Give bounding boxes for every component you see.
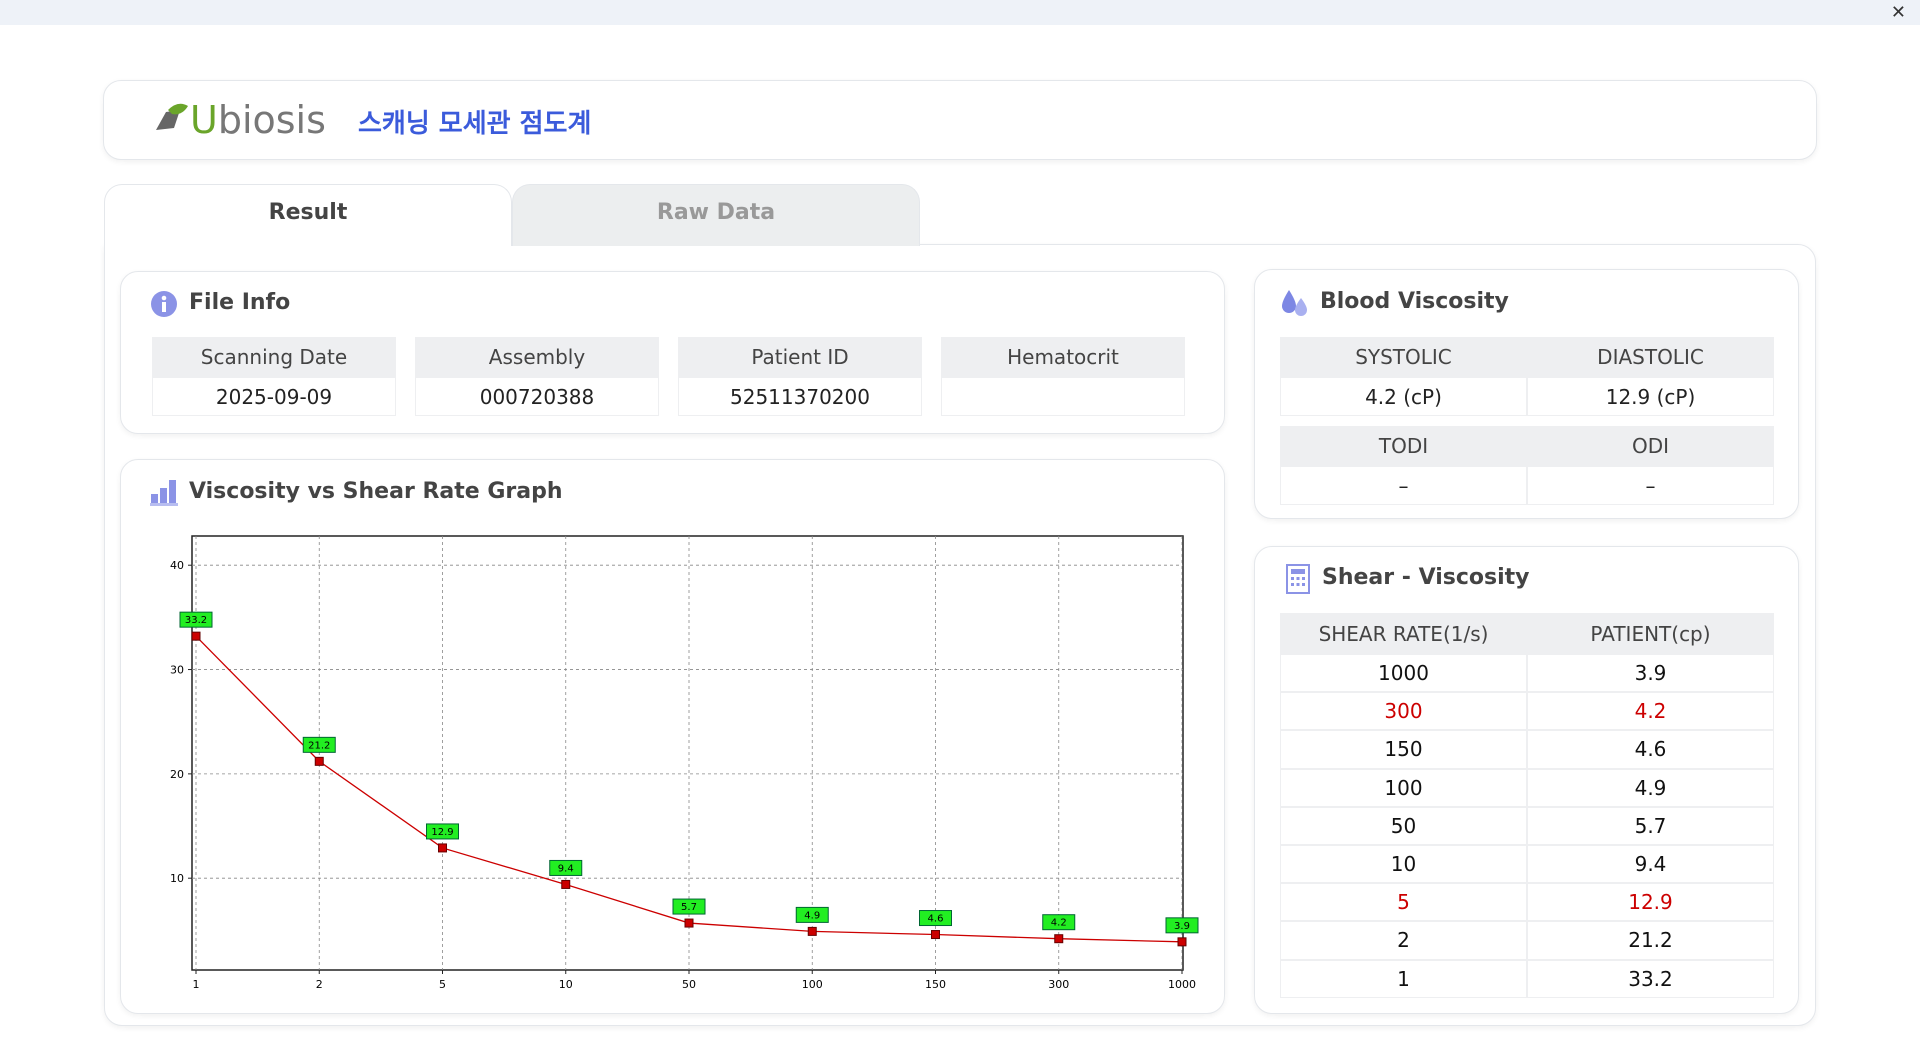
table-header: PATIENT(cp) — [1527, 613, 1774, 654]
data-label-box — [302, 736, 336, 753]
data-label-box — [672, 898, 706, 915]
x-tick-label: 100 — [802, 978, 823, 991]
data-label-box — [549, 859, 583, 876]
x-tick-label: 1 — [193, 978, 200, 991]
data-point — [314, 756, 324, 766]
table-header: SHEAR RATE(1/s) — [1280, 613, 1527, 654]
plot-area — [191, 535, 1184, 971]
calculator-icon — [1286, 564, 1310, 594]
data-label-box — [1042, 914, 1076, 931]
table-value: 2 — [1280, 921, 1527, 960]
table-value: 21.2 — [1527, 921, 1774, 960]
column-value: 000720388 — [415, 377, 659, 416]
y-tick-label: 30 — [170, 664, 184, 677]
data-label-box — [919, 910, 952, 927]
column-header: Assembly — [415, 337, 659, 377]
tab-raw-data[interactable]: Raw Data — [512, 184, 920, 246]
column-value: 2025-09-09 — [152, 377, 396, 416]
table-value: 1 — [1280, 959, 1527, 998]
chart: 10 20 30 40 1 2 5 10 50 100 150 300 1000 33.2 21.2 12.9… — [170, 535, 1199, 991]
table-value: 5.7 — [1527, 806, 1774, 845]
shear-viscosity-title: Shear - Viscosity — [1322, 565, 1530, 590]
table-value: 1000 — [1280, 654, 1527, 693]
table-header: DIASTOLIC — [1527, 337, 1774, 377]
logo-icon — [156, 103, 188, 130]
data-point — [1054, 934, 1064, 944]
table-value: 9.4 — [1527, 845, 1774, 884]
data-label-box — [179, 611, 213, 628]
data-label: 33.2 — [185, 615, 207, 626]
data-label: 4.2 — [1051, 918, 1067, 929]
table-value: 12.9 (cP) — [1527, 377, 1774, 416]
graph-title: Viscosity vs Shear Rate Graph — [189, 479, 563, 504]
y-tick-label: 20 — [170, 768, 184, 781]
table-header: ODI — [1527, 426, 1774, 466]
column-header: Hematocrit — [941, 337, 1185, 377]
x-tick-label: 50 — [682, 978, 696, 991]
x-tick-label: 5 — [439, 978, 446, 991]
data-label: 3.9 — [1174, 921, 1190, 932]
file-info-title: File Info — [189, 290, 291, 315]
drop-icon — [1282, 290, 1307, 316]
app-title: 스캐닝 모세관 점도계 — [358, 109, 592, 139]
table-value: 33.2 — [1527, 959, 1774, 998]
data-point — [561, 879, 571, 889]
table-value: 150 — [1280, 730, 1527, 769]
blood-viscosity-title: Blood Viscosity — [1320, 289, 1509, 314]
table-value: 50 — [1280, 806, 1527, 845]
table-value: 5 — [1280, 883, 1527, 922]
table-value: 4.6 — [1527, 730, 1774, 769]
table-value: 12.9 — [1527, 883, 1774, 922]
data-point — [807, 926, 817, 936]
title-bar — [0, 0, 1920, 25]
table-value: – — [1527, 466, 1774, 505]
header-card — [103, 80, 1817, 160]
x-tick-label: 300 — [1048, 978, 1069, 991]
data-point — [684, 918, 694, 928]
graph-icon — [150, 480, 178, 506]
x-tick-label: 150 — [925, 978, 946, 991]
logo: Ubiosis — [190, 98, 326, 142]
info-icon — [151, 291, 177, 317]
data-label-box — [795, 906, 829, 923]
x-tick-label: 1000 — [1168, 978, 1196, 991]
table-value: 100 — [1280, 768, 1527, 807]
column-header: Patient ID — [678, 337, 922, 377]
column-header: Scanning Date — [152, 337, 396, 377]
data-label: 12.9 — [431, 827, 453, 838]
table-value: 3.9 — [1527, 654, 1774, 693]
table-value: 10 — [1280, 845, 1527, 884]
data-label: 9.4 — [558, 863, 574, 874]
x-tick-label: 2 — [316, 978, 323, 991]
data-point — [1177, 937, 1187, 947]
data-label: 4.9 — [804, 910, 820, 921]
close-button[interactable]: ✕ — [1890, 2, 1906, 23]
table-value: 300 — [1280, 692, 1527, 731]
table-value: 4.2 — [1527, 692, 1774, 731]
data-point — [438, 843, 447, 853]
tab-result[interactable]: Result — [104, 184, 512, 246]
table-header: SYSTOLIC — [1280, 337, 1527, 377]
y-tick-label: 40 — [170, 559, 184, 572]
x-tick-label: 10 — [559, 978, 573, 991]
data-point — [191, 631, 201, 641]
table-header: TODI — [1280, 426, 1527, 466]
table-value: – — [1280, 466, 1527, 505]
column-value — [941, 377, 1185, 416]
data-label-box — [426, 823, 459, 840]
data-point — [931, 930, 940, 940]
y-tick-label: 10 — [170, 872, 184, 885]
column-value: 52511370200 — [678, 377, 922, 416]
table-value: 4.9 — [1527, 768, 1774, 807]
table-value: 4.2 (cP) — [1280, 377, 1527, 416]
data-label: 4.6 — [928, 914, 944, 925]
data-label: 5.7 — [681, 902, 697, 913]
data-label-box — [1165, 917, 1199, 934]
data-label: 21.2 — [308, 740, 330, 751]
